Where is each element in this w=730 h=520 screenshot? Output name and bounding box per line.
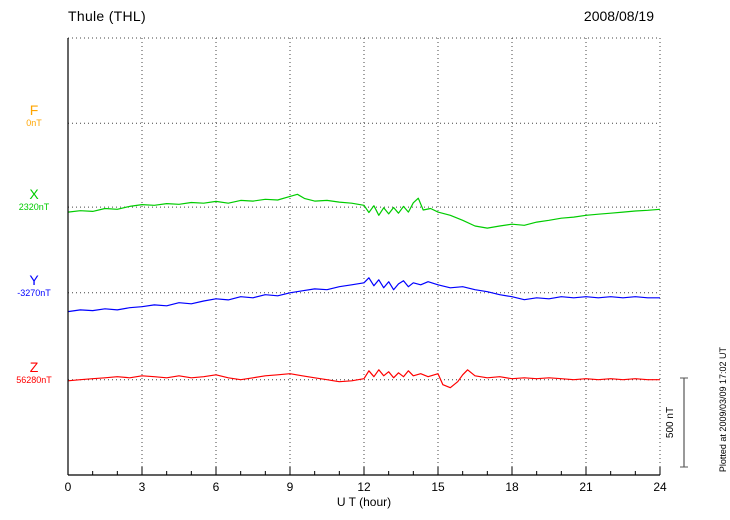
series-letter-Z: Z bbox=[29, 359, 39, 375]
series-label-Y: Y -3270nT bbox=[6, 273, 62, 299]
plotted-at-note: Plotted at 2009/03/09 17:02 UT bbox=[718, 346, 728, 472]
scale-bar-label: 500 nT bbox=[665, 407, 676, 438]
series-base-X: 2320nT bbox=[18, 202, 50, 212]
x-axis-label: U T (hour) bbox=[336, 495, 392, 509]
x-tick-label: 12 bbox=[357, 480, 371, 494]
series-letter-Y: Y bbox=[29, 272, 39, 288]
x-tick-label: 6 bbox=[213, 480, 220, 494]
series-base-F: 0nT bbox=[26, 118, 42, 128]
series-letter-F: F bbox=[29, 102, 39, 118]
series-base-Z: 56280nT bbox=[16, 375, 52, 385]
x-tick-label: 0 bbox=[65, 480, 72, 494]
plot-date: 2008/08/19 bbox=[583, 8, 654, 24]
series-letter-X: X bbox=[29, 186, 39, 202]
x-tick-label: 3 bbox=[139, 480, 146, 494]
x-tick-label: 24 bbox=[653, 480, 667, 494]
x-tick-label: 21 bbox=[579, 480, 593, 494]
trace-X bbox=[67, 193, 661, 229]
series-label-Z: Z 56280nT bbox=[6, 360, 62, 386]
series-label-X: X 2320nT bbox=[6, 187, 62, 213]
series-label-F: F 0nT bbox=[6, 103, 62, 129]
x-tick-label: 9 bbox=[287, 480, 294, 494]
x-tick-label: 15 bbox=[431, 480, 445, 494]
trace-Z bbox=[67, 369, 660, 389]
trace-Y bbox=[67, 277, 660, 313]
station-title: Thule (THL) bbox=[68, 8, 146, 24]
series-base-Y: -3270nT bbox=[17, 288, 51, 298]
x-tick-label: 18 bbox=[505, 480, 519, 494]
